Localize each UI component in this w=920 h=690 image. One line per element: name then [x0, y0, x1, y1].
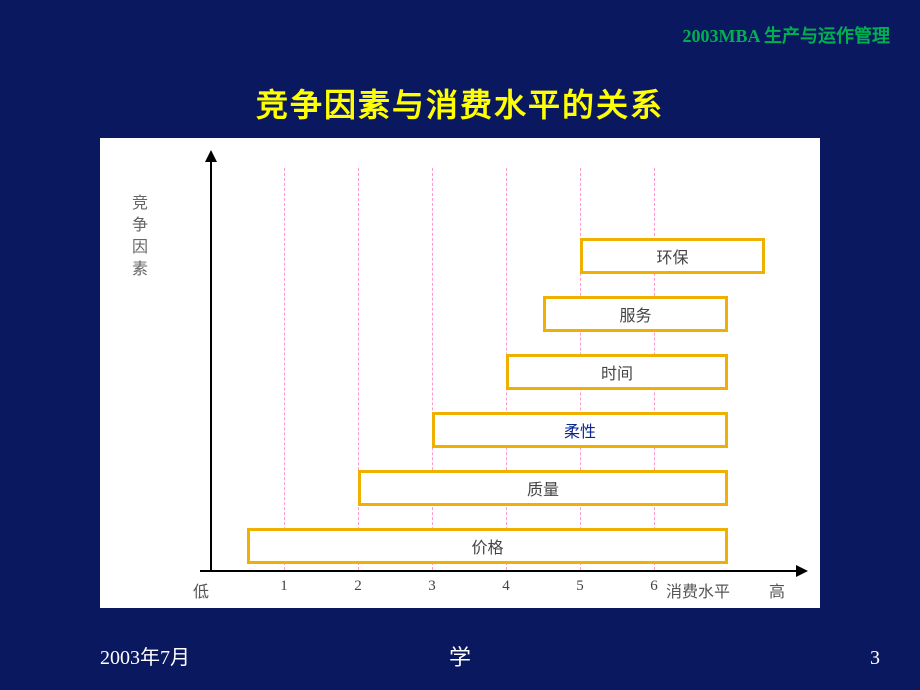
x-axis-high-label: 高 [769, 578, 785, 602]
y-axis-arrow [210, 158, 212, 570]
chart-bar: 质量 [358, 470, 728, 506]
x-tick-label: 1 [280, 578, 288, 595]
x-axis-low-label: 低 [193, 578, 209, 602]
chart-container: 竞 争 因 素 环保服务时间柔性质量价格 1 2 3 4 5 6 低 消费水平 高 [100, 138, 820, 608]
x-axis-arrow [200, 570, 800, 572]
y-axis-label: 竞 争 因 素 [130, 193, 150, 281]
x-axis-label: 消费水平 [666, 578, 730, 602]
chart-bar: 环保 [580, 238, 765, 274]
x-tick-label: 2 [354, 578, 362, 595]
x-tick-label: 6 [650, 578, 658, 595]
chart-bar: 价格 [247, 528, 728, 564]
x-tick-label: 5 [576, 578, 584, 595]
page-number: 3 [870, 647, 880, 670]
slide-title: 竞争因素与消费水平的关系 [0, 80, 920, 126]
chart-bar: 时间 [506, 354, 728, 390]
x-tick-label: 4 [502, 578, 510, 595]
chart-bar: 服务 [543, 296, 728, 332]
gridline [358, 168, 359, 570]
footer-date: 2003年7月 [100, 641, 190, 670]
gridline [284, 168, 285, 570]
x-tick-label: 3 [428, 578, 436, 595]
footer-center-text: 学 [449, 640, 471, 672]
header-course-label: 2003MBA 生产与运作管理 [682, 22, 890, 48]
gridline [432, 168, 433, 570]
chart-bar: 柔性 [432, 412, 728, 448]
